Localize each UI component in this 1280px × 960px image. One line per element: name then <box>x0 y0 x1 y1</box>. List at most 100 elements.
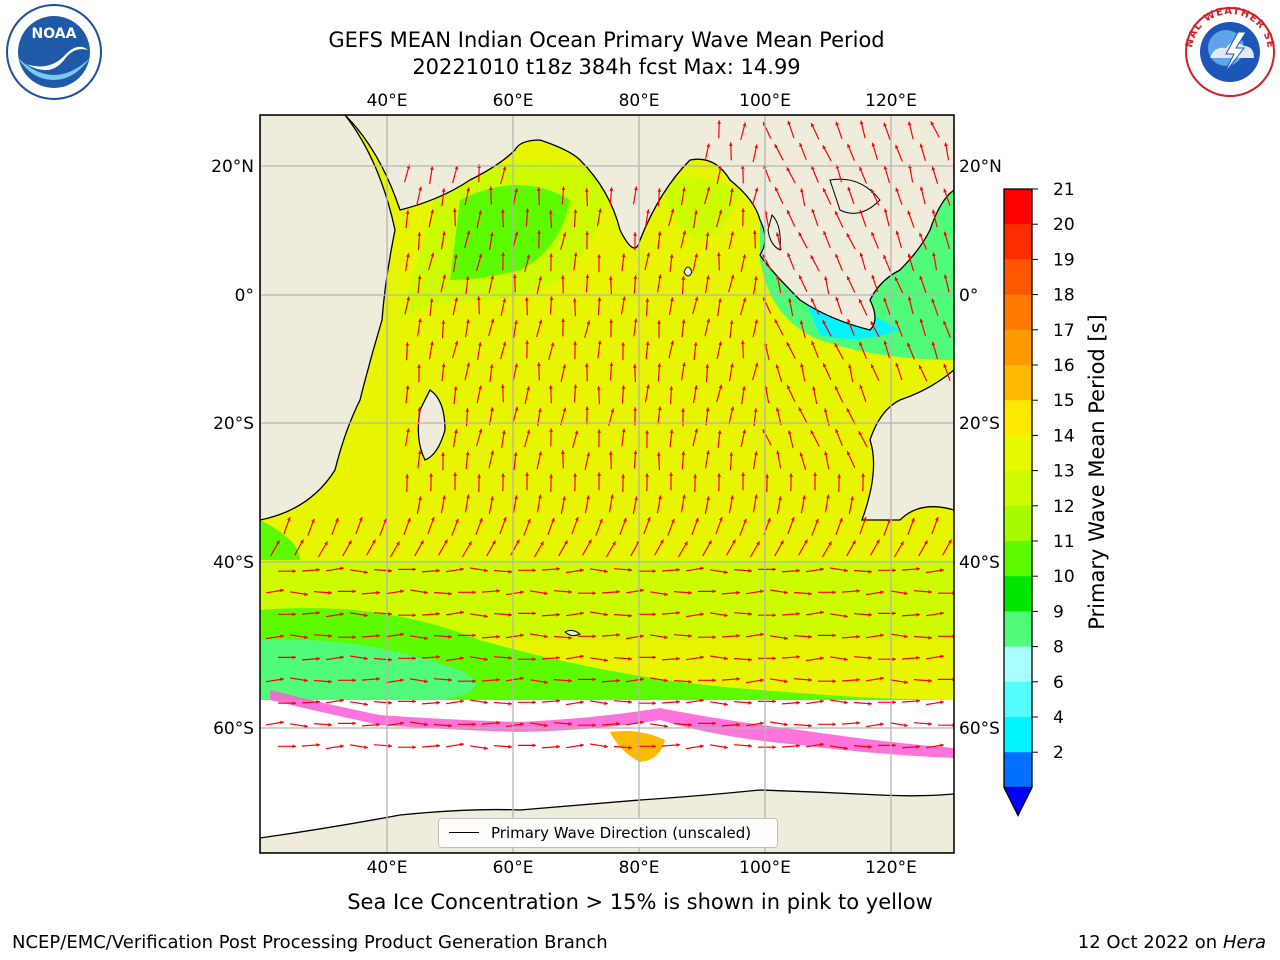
bottom-lon-label: 40°E <box>367 858 408 878</box>
wave-direction-arrow-head <box>484 568 488 573</box>
wave-direction-arrow-head <box>652 655 656 660</box>
wave-direction-arrow-head <box>412 745 416 750</box>
bottom-lon-labels: 40°E 60°E 80°E 100°E 120°E <box>367 858 917 878</box>
wave-direction-arrow-head <box>828 541 832 546</box>
wave-direction-arrow-head <box>824 276 828 281</box>
wave-direction-arrow-head <box>804 539 808 544</box>
wave-direction-arrow-head <box>400 632 404 637</box>
wave-direction-arrow-head <box>609 362 614 367</box>
wave-direction-arrow-head <box>383 518 387 523</box>
wave-direction-arrow-head <box>536 362 541 366</box>
wave-direction-arrow-head <box>513 452 518 456</box>
wave-direction-arrow-head <box>894 277 899 282</box>
wave-direction-arrow-head <box>556 567 560 571</box>
wave-direction-arrow-head <box>376 633 380 638</box>
wave-direction-arrow-head <box>280 677 284 682</box>
wave-direction-arrow-head <box>340 566 344 571</box>
wave-direction-arrow-head <box>514 188 518 193</box>
wave-direction-arrow-head <box>633 450 638 455</box>
wave-period-bay-of-bengal <box>660 176 740 240</box>
wave-direction-arrow-head <box>502 341 507 346</box>
wave-direction-arrow-head <box>820 656 824 661</box>
wave-direction-arrow-head <box>844 657 848 662</box>
wave-direction-arrow-head <box>562 364 566 369</box>
wave-direction-arrow-head <box>460 699 464 704</box>
wave-direction-arrow-head <box>904 723 908 728</box>
wave-direction-arrow-head <box>544 634 548 639</box>
wave-direction-arrow-head <box>490 496 494 501</box>
wave-direction-arrow-head <box>850 496 854 501</box>
wave-direction-arrow-head <box>822 320 827 325</box>
wave-direction-arrow-head <box>604 612 608 617</box>
wave-direction-arrow-head <box>492 540 496 545</box>
wave-direction-arrow-head <box>586 495 590 500</box>
wave-direction-arrow-head <box>784 636 788 640</box>
wave-direction-arrow-head <box>919 275 923 280</box>
wave-direction-arrow-head <box>406 428 410 433</box>
wave-direction-arrow-head <box>658 274 662 279</box>
wave-direction-arrow-head <box>604 701 608 706</box>
wave-direction-arrow-head <box>754 187 759 192</box>
wave-direction-arrow-head <box>621 342 625 346</box>
wave-direction-arrow-head <box>556 699 560 703</box>
wave-direction-arrow-head <box>388 568 392 573</box>
wave-direction-arrow-head <box>835 121 839 126</box>
colorbar-tick-label: 4 <box>1053 708 1064 728</box>
nws-logo: NATIONAL WEATHER SERVICE <box>1180 2 1275 97</box>
legend-line-sample <box>449 832 479 833</box>
wave-direction-arrow-head <box>328 633 332 638</box>
wave-direction-arrow-head <box>490 450 495 455</box>
wave-direction-arrow-head <box>599 518 603 523</box>
wave-direction-arrow-head <box>705 232 710 236</box>
wave-direction-arrow-head <box>503 516 507 521</box>
wave-direction-arrow-head <box>753 408 758 412</box>
wave-direction-arrow-head <box>580 611 584 616</box>
wave-direction-arrow-head <box>561 318 565 322</box>
wave-direction-arrow-head <box>632 364 637 368</box>
graticule <box>260 115 954 853</box>
left-lat-label: 40°S <box>213 553 254 573</box>
wave-direction-arrow-head <box>748 568 752 573</box>
map-frame <box>259 114 955 854</box>
bottom-lon-label: 60°E <box>493 858 534 878</box>
wave-direction-arrow-head <box>340 744 344 749</box>
wave-direction-arrow-head <box>924 540 928 545</box>
wave-direction-arrow-head <box>657 231 662 236</box>
wave-direction-arrow-head <box>834 211 839 216</box>
wave-direction-arrow-head <box>549 296 554 301</box>
wave-direction-arrow-head <box>647 516 651 521</box>
wave-direction-arrow-head <box>760 678 764 683</box>
wave-direction-arrow-head <box>832 633 836 638</box>
wave-direction-arrow-head <box>568 589 572 594</box>
wave-direction-arrow-head <box>657 406 662 411</box>
wave-direction-arrow-head <box>304 592 308 596</box>
wave-direction-arrow-head <box>798 232 803 237</box>
wave-direction-arrow-head <box>592 634 596 639</box>
wave-direction-arrow-head <box>712 635 716 640</box>
wave-direction-arrow-head <box>304 678 308 683</box>
colorbar-segment <box>1004 294 1032 331</box>
colorbar-segment <box>1004 505 1032 542</box>
wave-direction-arrow-head <box>448 723 452 728</box>
wave-direction-arrow-head <box>868 612 872 617</box>
wave-direction-arrow-head <box>810 123 815 128</box>
wave-direction-arrow-head <box>532 743 536 748</box>
wave-direction-arrow-head <box>856 634 860 639</box>
wave-direction-arrow-head <box>846 276 851 281</box>
wave-direction-arrow-head <box>844 746 848 750</box>
wave-direction-arrow-head <box>406 253 410 258</box>
wave-direction-arrow-head <box>628 699 632 704</box>
top-lon-labels: 40°E 60°E 80°E 100°E 120°E <box>367 91 917 111</box>
wave-direction-arrow-head <box>376 722 380 727</box>
land-north <box>260 115 954 331</box>
wave-direction-arrow-head <box>774 144 779 149</box>
wave-direction-arrow-head <box>859 209 863 214</box>
wave-direction-arrow-head <box>508 701 512 706</box>
wave-direction-arrow-head <box>484 700 488 705</box>
wave-direction-arrow-head <box>388 657 392 662</box>
footer-date-text: 12 Oct 2022 on <box>1077 932 1218 953</box>
footer-machine: Hera <box>1222 932 1266 953</box>
wave-direction-arrow-head <box>364 656 368 661</box>
wave-direction-arrow-head <box>682 494 686 499</box>
wave-direction-arrow-head <box>681 451 686 455</box>
